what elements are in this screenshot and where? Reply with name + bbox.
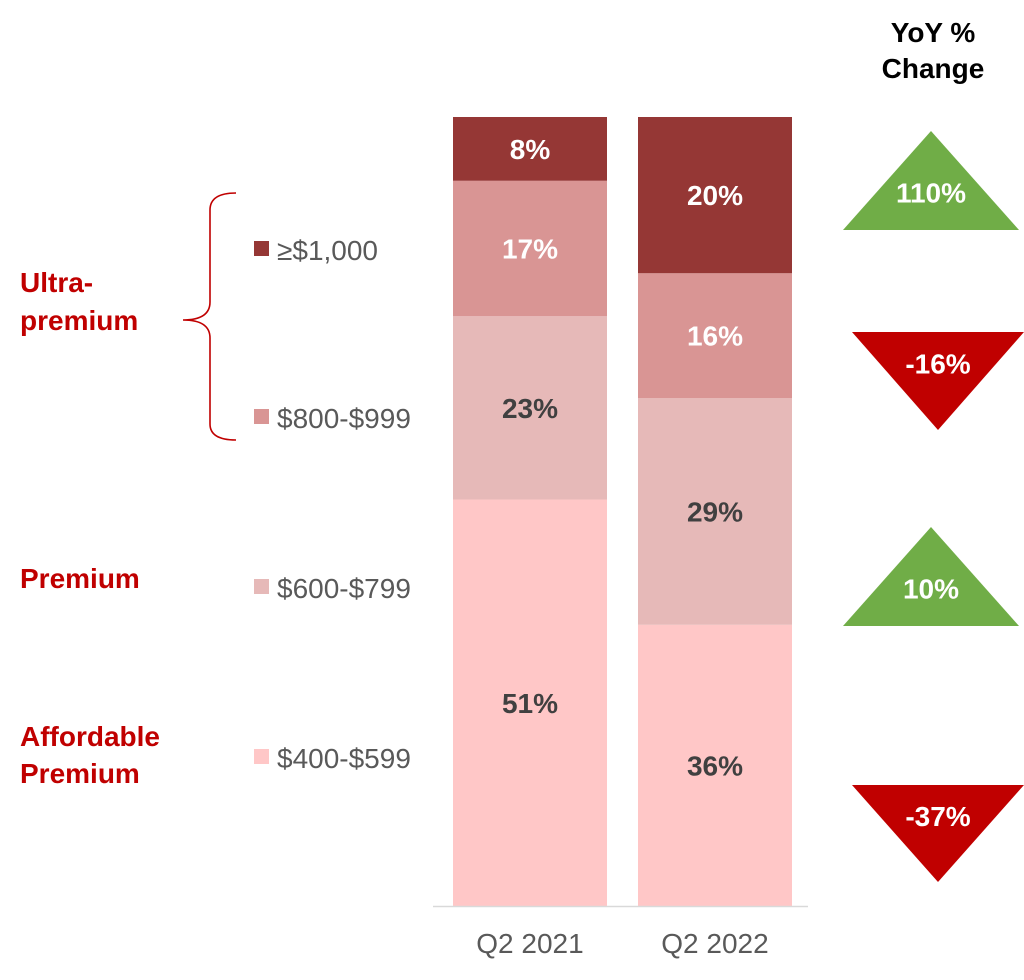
yoy-up-triangle-600-799 (843, 527, 1019, 626)
legend-swatch-400-599 (254, 749, 269, 764)
x-tick-label-q2-2022: Q2 2022 (661, 928, 768, 959)
legend-label-1-000: ≥$1,000 (277, 235, 378, 266)
group-label-premium-line-1: Premium (20, 563, 140, 594)
bar-segment-q2-2022-400-599 (638, 624, 792, 906)
yoy-up-triangle-1-000 (843, 131, 1019, 230)
legend-label-800-999: $800-$999 (277, 403, 411, 434)
yoy-down-triangle-800-999 (852, 332, 1024, 430)
bar-segment-q2-2021-1-000 (453, 117, 607, 181)
bar-segment-q2-2022-1-000 (638, 117, 792, 274)
yoy-down-triangle-400-599 (852, 785, 1024, 882)
yoy-label-1-000: 110% (896, 177, 966, 208)
data-label-q2-2022-800-999: 16% (687, 321, 743, 352)
data-label-q2-2022-600-799: 29% (687, 497, 743, 528)
bar-segment-q2-2022-800-999 (638, 273, 792, 399)
yoy-label-800-999: -16% (905, 348, 970, 379)
ultra-premium-bracket (182, 192, 237, 441)
x-tick-label-q2-2021: Q2 2021 (476, 928, 583, 959)
legend-swatch-1-000 (254, 241, 269, 256)
data-label-q2-2022-1-000: 20% (687, 180, 743, 211)
yoy-header-line-1: YoY % (891, 17, 976, 48)
group-label-affordable-premium-line-2: Premium (20, 758, 140, 789)
data-label-q2-2022-400-599: 36% (687, 750, 743, 781)
legend-label-400-599: $400-$599 (277, 743, 411, 774)
data-label-q2-2021-400-599: 51% (502, 688, 558, 719)
yoy-header-line-2: Change (882, 53, 985, 84)
bar-segment-q2-2021-800-999 (453, 180, 607, 317)
legend-swatch-800-999 (254, 409, 269, 424)
bar-segment-q2-2022-600-799 (638, 398, 792, 625)
data-label-q2-2021-600-799: 23% (502, 393, 558, 424)
legend-label-600-799: $600-$799 (277, 573, 411, 604)
data-label-q2-2021-800-999: 17% (502, 234, 558, 265)
bar-segment-q2-2021-400-599 (453, 499, 607, 906)
data-label-q2-2021-1-000: 8% (510, 134, 551, 165)
yoy-label-400-599: -37% (905, 801, 970, 832)
legend-swatch-600-799 (254, 579, 269, 594)
group-label-ultra-premium-line-2: premium (20, 305, 138, 336)
yoy-label-600-799: 10% (903, 573, 959, 604)
bar-segment-q2-2021-600-799 (453, 316, 607, 500)
group-label-affordable-premium-line-1: Affordable (20, 721, 160, 752)
group-label-ultra-premium-line-1: Ultra- (20, 267, 93, 298)
